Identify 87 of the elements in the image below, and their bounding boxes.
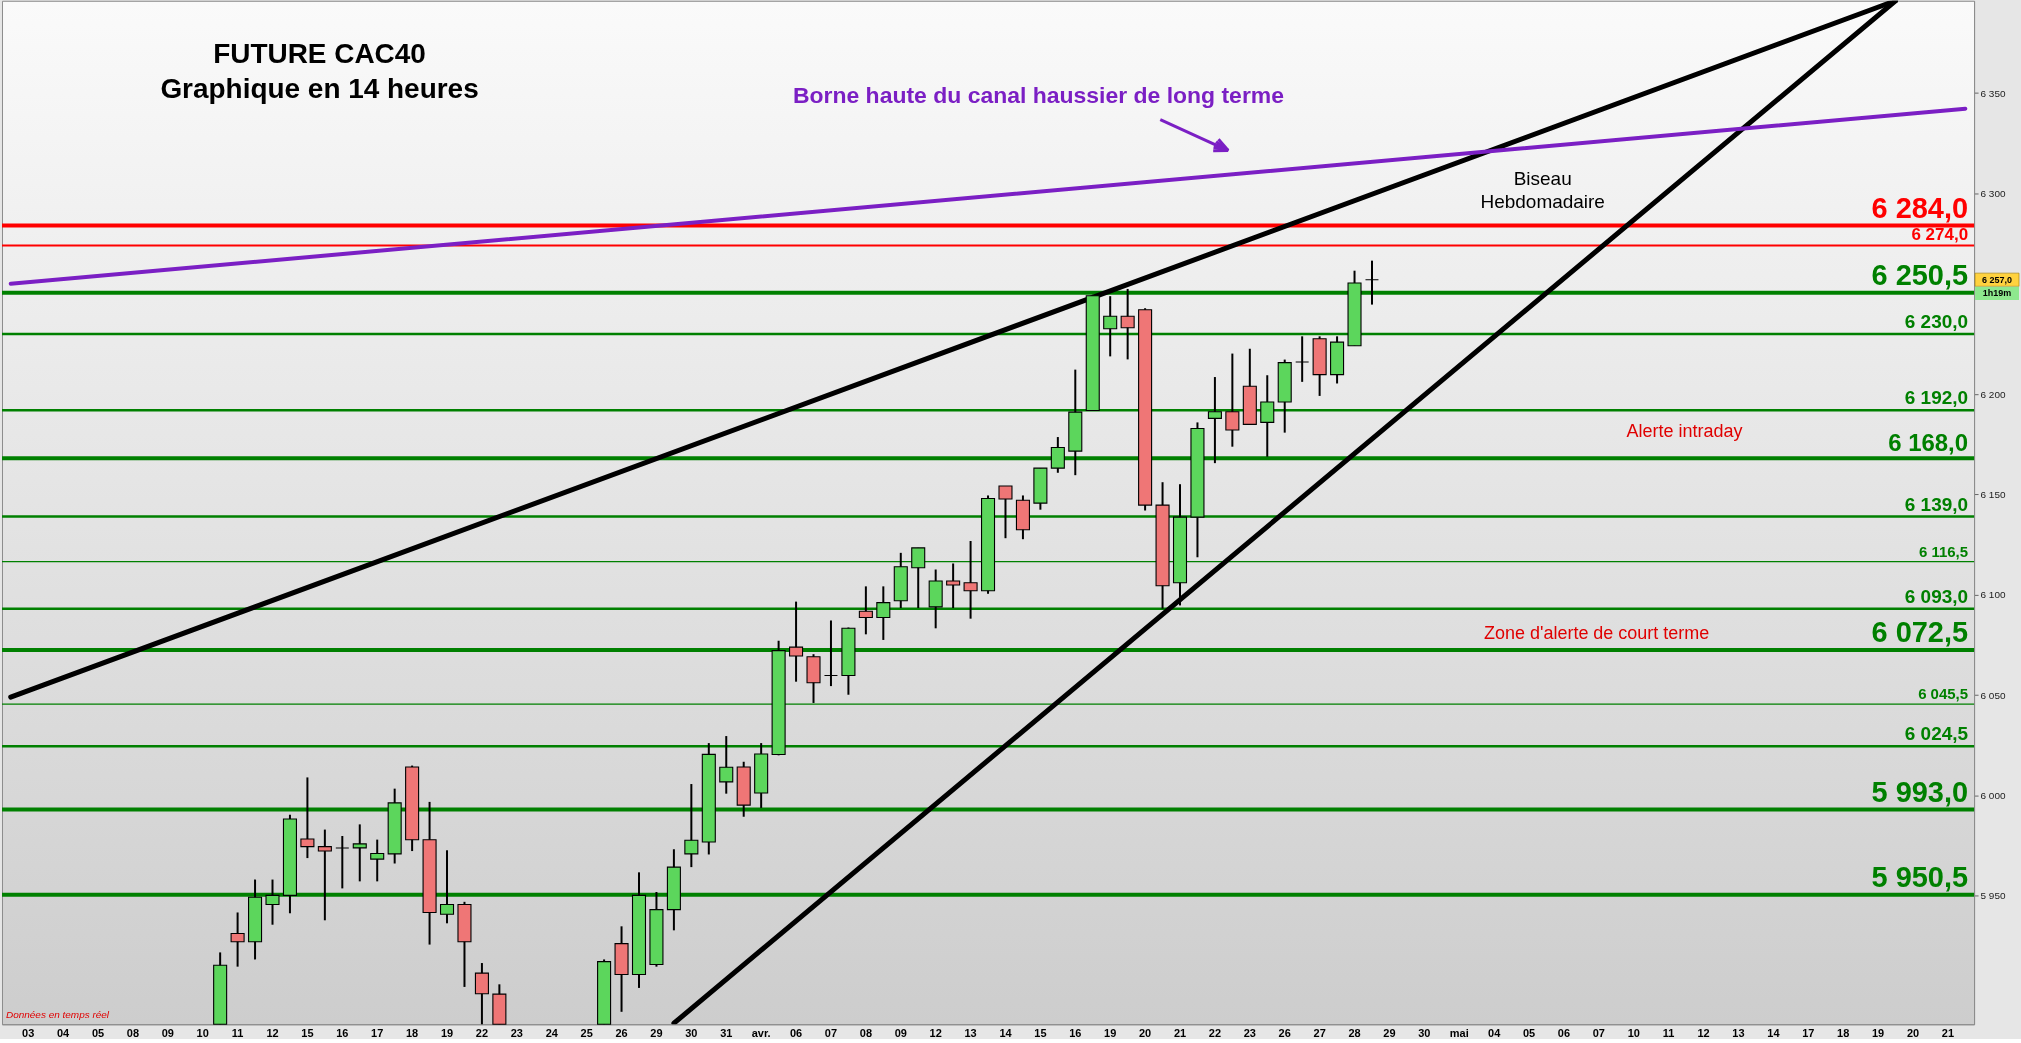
ref-line-label: 6 192,0 [1904,387,1969,409]
x-tick-label: 09 [161,1026,174,1039]
x-tick-label: 18 [406,1026,419,1039]
y-tick-label: 6 100 [1980,589,2006,601]
x-tick-label: 07 [824,1026,838,1039]
y-tick-label: 6 350 [1980,87,2006,99]
annotation: Biseau Hebdomadaire [1480,168,1605,213]
x-tick-label: 12 [929,1026,942,1039]
ref-line-label: 6 250,5 [1871,258,1969,291]
y-tick-label: 6 150 [1980,488,2006,500]
ref-line-label: 6 284,0 [1871,191,1969,224]
x-tick-label: 17 [1802,1026,1815,1039]
x-tick-label: 19 [440,1026,454,1039]
x-tick-label: 14 [999,1026,1013,1039]
x-tick-label: 05 [1522,1026,1536,1039]
text: FUTURE CAC40 [213,37,426,69]
x-tick-label: 30 [1418,1026,1431,1039]
x-tick-label: 22 [475,1026,489,1039]
x-tick-label: 04 [1488,1026,1502,1039]
x-tick-label: 10 [196,1026,209,1039]
ref-line-label: 6 045,5 [1918,685,1969,703]
ref-line-label: 6 072,5 [1871,615,1969,648]
y-tick-label: 6 000 [1980,789,2006,801]
ref-line-label: 5 993,0 [1871,775,1969,808]
x-tick-label: 23 [1243,1026,1256,1039]
ref-line-label: 5 950,5 [1871,860,1969,893]
x-tick-label: 27 [1313,1026,1326,1039]
x-tick-label: 13 [1732,1026,1745,1039]
y-tick-label: 6 300 [1980,187,2006,199]
x-tick-label: 16 [336,1026,349,1039]
x-tick-label: 26 [1278,1026,1291,1039]
annotation: 6 257,0 [1982,274,2012,285]
ref-line-label: 6 230,0 [1904,310,1969,332]
annotation: Alerte intraday [1626,421,1743,442]
text: 1h19m [1982,288,2012,299]
x-tick-label: mai [1449,1026,1469,1039]
x-tick-label: 08 [126,1026,139,1039]
x-tick-label: 22 [1208,1026,1222,1039]
x-tick-label: 07 [1592,1026,1605,1039]
x-tick-label: 11 [231,1026,244,1039]
x-tick-label: 24 [545,1026,559,1039]
x-tick-label: 15 [1034,1026,1047,1039]
x-tick-label: 20 [1906,1026,1920,1039]
x-tick-label: 29 [650,1026,663,1039]
x-tick-label: 11 [1662,1026,1675,1039]
annotation: Données en temps réel [5,1009,110,1021]
x-tick-label: 13 [964,1026,977,1039]
x-tick-label: 31 [720,1026,733,1039]
x-tick-label: 09 [894,1026,907,1039]
x-tick-label: 19 [1871,1026,1885,1039]
y-tick-label: 6 200 [1980,388,2006,400]
x-tick-label: 23 [510,1026,523,1039]
x-tick-label: 19 [1104,1026,1117,1039]
x-tick-label: 15 [301,1026,314,1039]
x-tick-label: 20 [1139,1026,1152,1039]
annotation: Borne haute du canal haussier de long terme [792,81,1284,108]
x-tick-label: 21 [1941,1026,1954,1039]
x-tick-label: 17 [371,1026,384,1039]
ref-line-label: 6 274,0 [1911,224,1969,244]
x-tick-label: 14 [1767,1026,1781,1039]
x-tick-label: 26 [615,1026,628,1039]
x-tick-label: 12 [1697,1026,1710,1039]
x-tick-label: avr. [751,1026,771,1039]
x-tick-label: 06 [1557,1026,1571,1039]
y-tick-label: 5 950 [1980,890,2006,902]
ref-line-label: 6 024,5 [1904,723,1969,745]
x-tick-label: 25 [580,1026,593,1039]
ref-line-label: 6 168,0 [1888,429,1969,457]
annotation: Zone d'alerte de court terme [1484,622,1710,643]
ref-line-label: 6 139,0 [1904,493,1969,515]
x-tick-label: 04 [56,1026,71,1039]
text: Graphique en 14 heures [160,72,479,104]
ref-line-label: 6 116,5 [1918,542,1969,560]
x-tick-label: 06 [789,1026,803,1039]
x-tick-label: 10 [1627,1026,1640,1039]
x-tick-label: 21 [1173,1026,1187,1039]
x-tick-label: 16 [1069,1026,1082,1039]
x-tick-label: 12 [266,1026,279,1039]
x-tick-label: 28 [1348,1026,1361,1039]
y-tick-label: 6 050 [1980,689,2006,701]
x-tick-label: 30 [685,1026,698,1039]
x-tick-label: 08 [859,1026,872,1039]
x-tick-label: 03 [22,1026,35,1039]
x-tick-label: 05 [91,1026,105,1039]
ref-line-label: 6 093,0 [1904,585,1969,607]
x-tick-label: 29 [1383,1026,1396,1039]
x-tick-label: 18 [1837,1026,1850,1039]
